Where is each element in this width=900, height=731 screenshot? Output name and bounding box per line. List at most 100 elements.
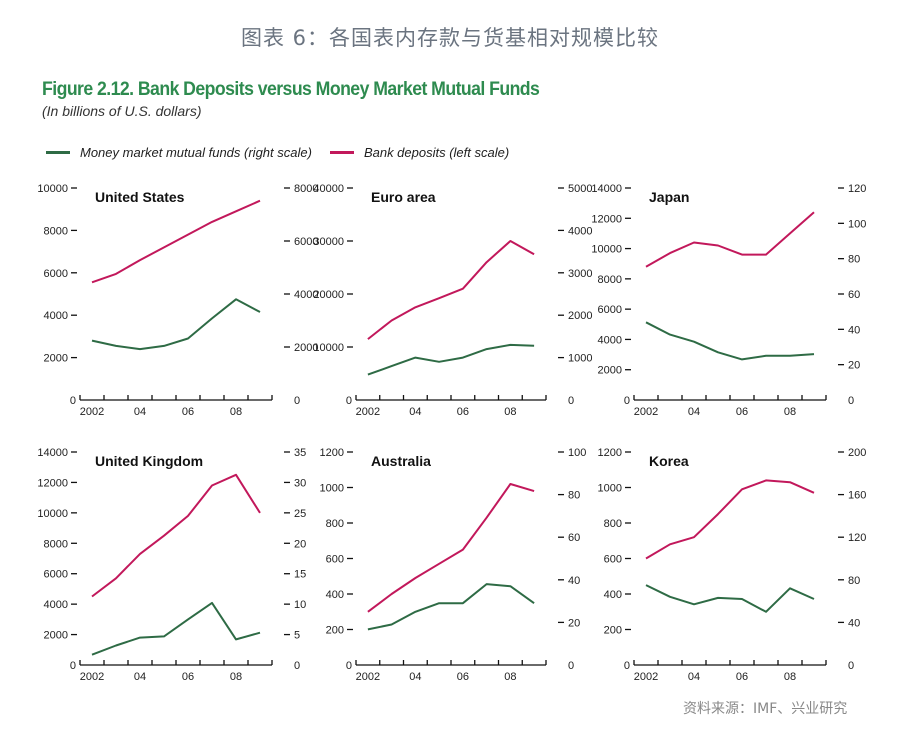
- australia-left-tick-label: 800: [326, 518, 344, 530]
- euro-area-right-tick-label: 5000: [568, 183, 592, 195]
- united-kingdom-right-tick-label: 30: [294, 477, 306, 489]
- japan-x-tick-label: 04: [688, 406, 700, 418]
- australia-panel-title: Australia: [371, 453, 431, 469]
- korea-x-tick-label: 04: [688, 671, 700, 683]
- australia-right-tick-label: 80: [568, 490, 580, 502]
- united-kingdom-left-tick-label: 4000: [44, 599, 68, 611]
- united-kingdom-x-tick-label: 2002: [80, 671, 104, 683]
- euro-area-right-tick-label: 1000: [568, 353, 592, 365]
- euro-area-bank-deposits-line: [367, 240, 535, 340]
- korea-x-tick-label: 06: [736, 671, 748, 683]
- euro-area-right-tick-label: 4000: [568, 225, 592, 237]
- united-states-x-tick-label: 08: [230, 406, 242, 418]
- united-kingdom-left-tick-label: 6000: [44, 569, 68, 581]
- united-states-left-tick-label: 2000: [44, 353, 68, 365]
- korea-left-tick-label: 0: [624, 660, 630, 672]
- korea-right-tick-label: 200: [848, 447, 866, 459]
- legend-label-mmf: Money market mutual funds (right scale): [80, 145, 312, 160]
- united-states-x-tick-label: 2002: [80, 406, 104, 418]
- korea-x-tick-label: 08: [784, 671, 796, 683]
- korea-left-tick-label: 800: [604, 518, 622, 530]
- united-states-right-tick-label: 6000: [294, 236, 318, 248]
- australia-right-tick-label: 100: [568, 447, 586, 459]
- united-states-panel-title: United States: [95, 189, 185, 205]
- australia-x-tick-label: 08: [504, 671, 516, 683]
- japan-right-tick-label: 0: [848, 395, 854, 407]
- korea-bank-deposits-line: [645, 479, 815, 560]
- legend-swatch-deposits: [329, 151, 354, 154]
- japan-right-tick-label: 60: [848, 289, 860, 301]
- korea-left-tick-label: 1000: [598, 483, 622, 495]
- australia-left-tick-label: 1000: [320, 483, 344, 495]
- euro-area-x-tick-label: 2002: [356, 406, 380, 418]
- japan-panel-title: Japan: [649, 189, 689, 205]
- source-note: 资料来源：IMF、兴业研究: [683, 701, 848, 717]
- australia-right-tick-label: 20: [568, 617, 580, 629]
- japan-right-tick-label: 20: [848, 360, 860, 372]
- korea-left-tick-label: 600: [604, 554, 622, 566]
- japan-left-tick-label: 4000: [598, 334, 622, 346]
- australia-left-tick-label: 1200: [320, 447, 344, 459]
- australia-left-tick-label: 200: [326, 625, 344, 637]
- euro-area-right-tick-label: 0: [568, 395, 574, 407]
- australia-bank-deposits-line: [367, 483, 535, 613]
- japan-left-tick-label: 12000: [591, 213, 622, 225]
- united-kingdom-right-tick-label: 35: [294, 447, 306, 459]
- legend-label-deposits: Bank deposits (left scale): [363, 145, 510, 160]
- japan-left-tick-label: 14000: [591, 183, 622, 195]
- united-kingdom-left-tick-label: 10000: [37, 508, 68, 520]
- legend-item-mmf: Money market mutual funds (right scale): [46, 145, 312, 160]
- united-states-right-tick-label: 8000: [294, 183, 318, 195]
- japan-left-tick-label: 2000: [598, 365, 622, 377]
- united-kingdom-left-tick-label: 8000: [44, 538, 68, 550]
- korea-left-tick-label: 1200: [598, 447, 622, 459]
- figure-title: Figure 2.12. Bank Deposits versus Money …: [42, 79, 540, 100]
- united-kingdom-right-tick-label: 25: [294, 508, 306, 520]
- euro-area-left-tick-label: 0: [346, 395, 352, 407]
- united-kingdom-x-tick-label: 08: [230, 671, 242, 683]
- japan-left-tick-label: 0: [624, 395, 630, 407]
- japan-x-tick-label: 08: [784, 406, 796, 418]
- euro-area-mmf-line: [367, 343, 535, 376]
- australia-right-tick-label: 60: [568, 532, 580, 544]
- united-kingdom-right-tick-label: 0: [294, 660, 300, 672]
- japan-left-tick-label: 8000: [598, 274, 622, 286]
- euro-area-x-tick-label: 08: [504, 406, 516, 418]
- united-states-mmf-line: [91, 298, 261, 351]
- united-kingdom-mmf-line: [91, 601, 261, 656]
- united-kingdom-x-tick-label: 04: [134, 671, 146, 683]
- korea-right-tick-label: 0: [848, 660, 854, 672]
- united-kingdom-left-tick-label: 2000: [44, 630, 68, 642]
- united-states-x-tick-label: 06: [182, 406, 194, 418]
- united-kingdom-bank-deposits-line: [91, 473, 261, 598]
- japan-bank-deposits-line: [645, 211, 815, 268]
- euro-area-left-tick-label: 10000: [313, 342, 344, 354]
- united-states-x-tick-label: 04: [134, 406, 146, 418]
- united-states-left-tick-label: 10000: [37, 183, 68, 195]
- euro-area-left-tick-label: 20000: [313, 289, 344, 301]
- united-states-bank-deposits-line: [91, 199, 261, 284]
- united-states-right-tick-label: 2000: [294, 342, 318, 354]
- united-kingdom-right-tick-label: 10: [294, 599, 306, 611]
- japan-left-tick-label: 10000: [591, 244, 622, 256]
- australia-x-tick-label: 04: [409, 671, 421, 683]
- euro-area-right-tick-label: 2000: [568, 310, 592, 322]
- australia-x-tick-label: 2002: [356, 671, 380, 683]
- australia-x-tick-label: 06: [457, 671, 469, 683]
- korea-right-tick-label: 120: [848, 532, 866, 544]
- united-kingdom-panel-title: United Kingdom: [95, 453, 203, 469]
- japan-right-tick-label: 80: [848, 254, 860, 266]
- japan-right-tick-label: 120: [848, 183, 866, 195]
- united-states-right-tick-label: 4000: [294, 289, 318, 301]
- united-states-left-tick-label: 4000: [44, 310, 68, 322]
- euro-area-x-tick-label: 06: [457, 406, 469, 418]
- australia-right-tick-label: 0: [568, 660, 574, 672]
- australia-left-tick-label: 0: [346, 660, 352, 672]
- australia-right-tick-label: 40: [568, 575, 580, 587]
- euro-area-panel-title: Euro area: [371, 189, 436, 205]
- euro-area-left-tick-label: 40000: [313, 183, 344, 195]
- japan-right-tick-label: 100: [848, 218, 866, 230]
- euro-area-left-tick-label: 30000: [313, 236, 344, 248]
- figure-subtitle: (In billions of U.S. dollars): [42, 103, 202, 119]
